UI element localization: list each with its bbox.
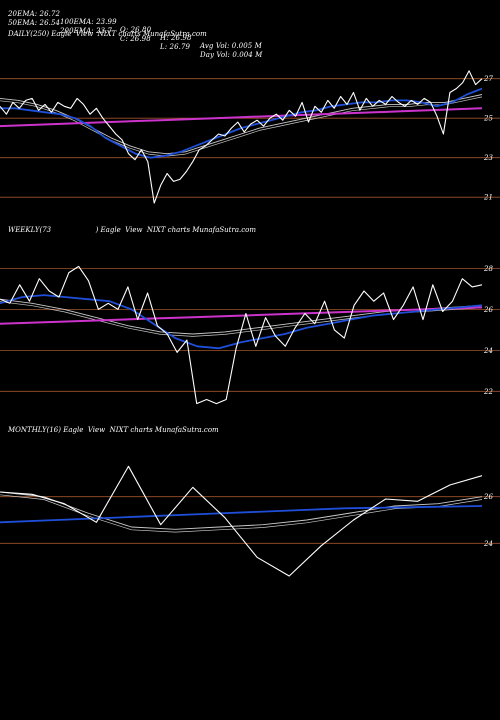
daily-ema-slow-line bbox=[0, 107, 483, 128]
weekly-tick-label: 22 bbox=[483, 388, 493, 396]
weekly-price-line bbox=[0, 265, 483, 405]
weekly-ema-slow-line bbox=[0, 306, 483, 325]
daily-chart-title: DAILY(250) Eagle View NIXT charts Munafa… bbox=[8, 30, 207, 38]
low-value: L: 26.79 bbox=[160, 43, 191, 51]
monthly-tick-label: 26 bbox=[483, 493, 493, 501]
ema200-value: 200EMA: 23.7 bbox=[60, 27, 113, 35]
high-value: H: 26.98 bbox=[160, 34, 192, 42]
monthly-chart-title: MONTHLY(16) Eagle View NIXT charts Munaf… bbox=[8, 426, 219, 434]
ema100-value: 100EMA: 23.99 bbox=[60, 18, 117, 26]
daily-chart: 27 25 23 21 bbox=[0, 70, 500, 204]
monthly-avg-line-a bbox=[0, 491, 483, 530]
daily-tick-label: 23 bbox=[483, 154, 493, 162]
weekly-chart: 28 26 24 22 bbox=[0, 265, 500, 405]
close-value: C: 26.98 bbox=[120, 35, 151, 43]
open-value: O: 26.80 bbox=[120, 26, 152, 34]
ema20-value: 20EMA: 26.72 bbox=[8, 10, 61, 18]
day-vol-value: Day Vol: 0.004 M bbox=[200, 51, 263, 59]
weekly-tick-label: 28 bbox=[483, 265, 493, 273]
monthly-price-line bbox=[0, 465, 483, 577]
daily-ema-fast-line bbox=[0, 87, 483, 159]
monthly-chart: 26 24 bbox=[0, 465, 500, 577]
monthly-ema-fast-line bbox=[0, 505, 483, 524]
daily-tick-label: 27 bbox=[483, 75, 493, 83]
weekly-tick-label: 26 bbox=[483, 306, 493, 314]
daily-price-line bbox=[0, 70, 483, 204]
ema50-value: 50EMA: 26.54 bbox=[8, 19, 61, 27]
weekly-tick-label: 24 bbox=[483, 347, 493, 355]
weekly-chart-title: WEEKLY(73 ) Eagle View NIXT charts Munaf… bbox=[8, 226, 257, 234]
avg-vol-value: Avg Vol: 0.005 M bbox=[200, 42, 262, 50]
daily-tick-label: 21 bbox=[483, 194, 493, 202]
monthly-tick-label: 24 bbox=[483, 540, 493, 548]
header-row-2: 50EMA: 26.54 200EMA: 23.7 C: 26.98 L: 26… bbox=[8, 11, 262, 59]
weekly-ema-fast-line bbox=[0, 294, 483, 350]
header-row-1: 20EMA: 26.72 100EMA: 23.99 O: 26.80 H: 2… bbox=[8, 2, 262, 50]
daily-tick-label: 25 bbox=[483, 115, 493, 123]
